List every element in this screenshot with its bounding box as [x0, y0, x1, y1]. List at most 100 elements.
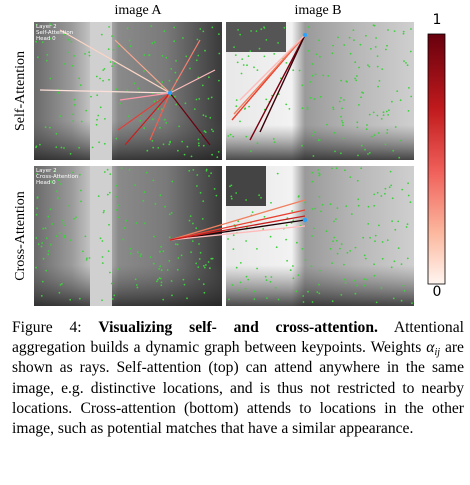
keypoint	[295, 290, 298, 293]
keypoint	[343, 44, 346, 46]
keypoint	[157, 147, 160, 149]
keypoint	[62, 222, 65, 225]
keypoint	[209, 267, 211, 270]
keypoint	[197, 54, 200, 57]
keypoint	[332, 106, 334, 109]
keypoint	[376, 65, 379, 68]
keypoint	[61, 283, 63, 285]
keypoint	[263, 26, 265, 28]
keypoint	[63, 63, 65, 65]
keypoint	[118, 216, 120, 219]
keypoint	[335, 239, 338, 242]
keypoint	[190, 251, 193, 254]
keypoint	[36, 172, 39, 175]
keypoint	[169, 141, 172, 144]
keypoint	[382, 114, 385, 116]
keypoint	[400, 139, 402, 142]
keypoint	[382, 111, 385, 114]
overlay-text: Head 0	[36, 36, 56, 42]
keypoint	[374, 240, 376, 243]
keypoint	[350, 213, 353, 216]
keypoint	[313, 98, 316, 100]
keypoint	[198, 243, 200, 245]
keypoint	[380, 118, 383, 120]
keypoint	[73, 217, 75, 220]
keypoint	[256, 248, 258, 250]
keypoint	[394, 126, 397, 128]
keypoint	[362, 236, 365, 239]
keypoint	[357, 204, 360, 207]
overlay-text: Layer 2	[36, 168, 57, 174]
keypoint	[401, 188, 404, 191]
keypoint	[173, 40, 176, 43]
keypoint	[301, 84, 304, 87]
keypoint	[370, 48, 372, 50]
keypoint	[367, 205, 370, 208]
keypoint	[360, 167, 363, 170]
keypoint	[152, 118, 154, 121]
keypoint	[232, 248, 235, 251]
keypoint	[50, 24, 53, 27]
keypoint	[396, 90, 399, 92]
overlay-text: Layer 2	[36, 24, 57, 30]
keypoint	[356, 121, 359, 124]
keypoint	[139, 119, 142, 122]
keypoint	[117, 45, 120, 48]
keypoint	[203, 266, 206, 269]
keypoint	[106, 168, 109, 171]
keypoint	[47, 250, 50, 252]
keypoint	[318, 174, 321, 177]
keypoint	[335, 218, 337, 221]
keypoint	[104, 118, 106, 120]
keypoint	[40, 245, 43, 248]
keypoint	[186, 297, 188, 300]
keypoint	[73, 98, 76, 101]
keypoint	[236, 61, 239, 64]
keypoint	[362, 92, 365, 94]
keypoint	[373, 204, 376, 207]
keypoint	[70, 41, 73, 43]
keypoint	[402, 30, 405, 33]
keypoint	[176, 243, 179, 246]
keypoint	[340, 97, 342, 99]
keypoint	[245, 240, 248, 242]
keypoint	[320, 210, 322, 213]
keypoint	[311, 171, 314, 174]
keypoint	[233, 46, 236, 48]
keypoint	[90, 95, 92, 98]
keypoint	[143, 191, 146, 194]
keypoint	[57, 179, 60, 182]
keypoint	[51, 223, 54, 225]
keypoint	[235, 192, 238, 194]
keypoint	[192, 169, 195, 171]
keypoint	[55, 132, 58, 135]
keypoint	[213, 188, 216, 190]
keypoint	[67, 38, 70, 41]
keypoint	[285, 62, 288, 64]
keypoint	[40, 295, 43, 297]
keypoint	[181, 140, 184, 143]
keypoint	[317, 139, 320, 142]
keypoint	[165, 122, 168, 124]
keypoint	[360, 144, 363, 147]
keypoint	[136, 286, 139, 289]
keypoint	[264, 275, 267, 278]
keypoint	[366, 278, 369, 281]
keypoint	[240, 72, 243, 75]
keypoint	[103, 171, 106, 173]
keypoint	[239, 262, 242, 264]
keypoint	[263, 215, 266, 218]
keypoint	[109, 173, 112, 176]
keypoint	[329, 203, 332, 206]
keypoint	[168, 79, 171, 82]
keypoint	[46, 53, 49, 56]
keypoint	[358, 66, 360, 69]
keypoint	[36, 196, 39, 199]
keypoint	[35, 40, 38, 43]
keypoint	[277, 42, 279, 44]
keypoint	[153, 41, 156, 43]
keypoint	[349, 52, 352, 55]
keypoint	[99, 77, 101, 80]
keypoint	[329, 247, 332, 250]
keypoint	[174, 95, 176, 98]
